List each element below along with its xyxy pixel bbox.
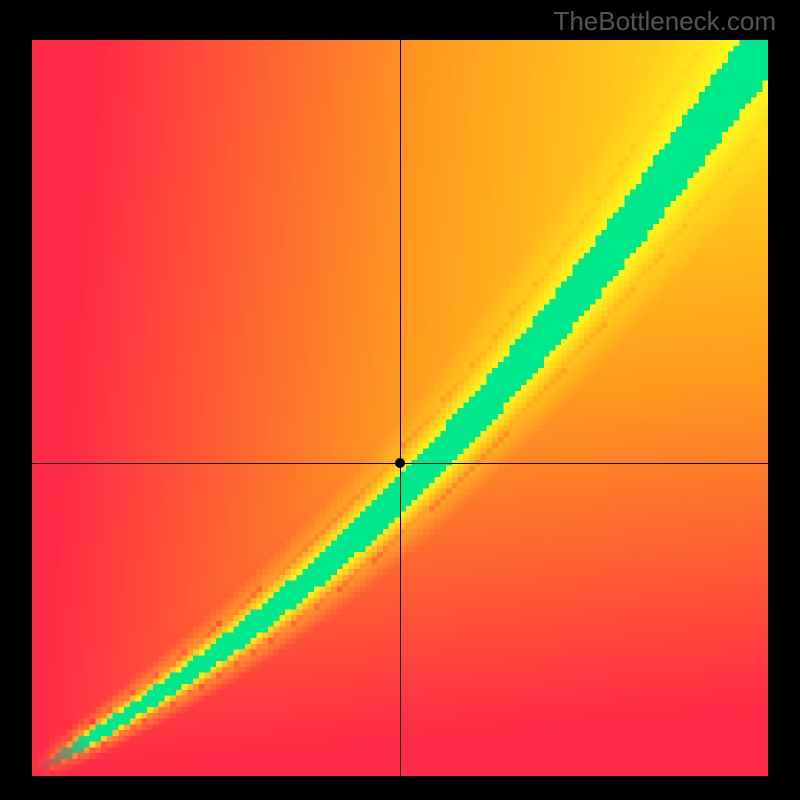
watermark-text: TheBottleneck.com [553,6,776,37]
crosshair-vertical [400,40,401,776]
chart-container: TheBottleneck.com [0,0,800,800]
